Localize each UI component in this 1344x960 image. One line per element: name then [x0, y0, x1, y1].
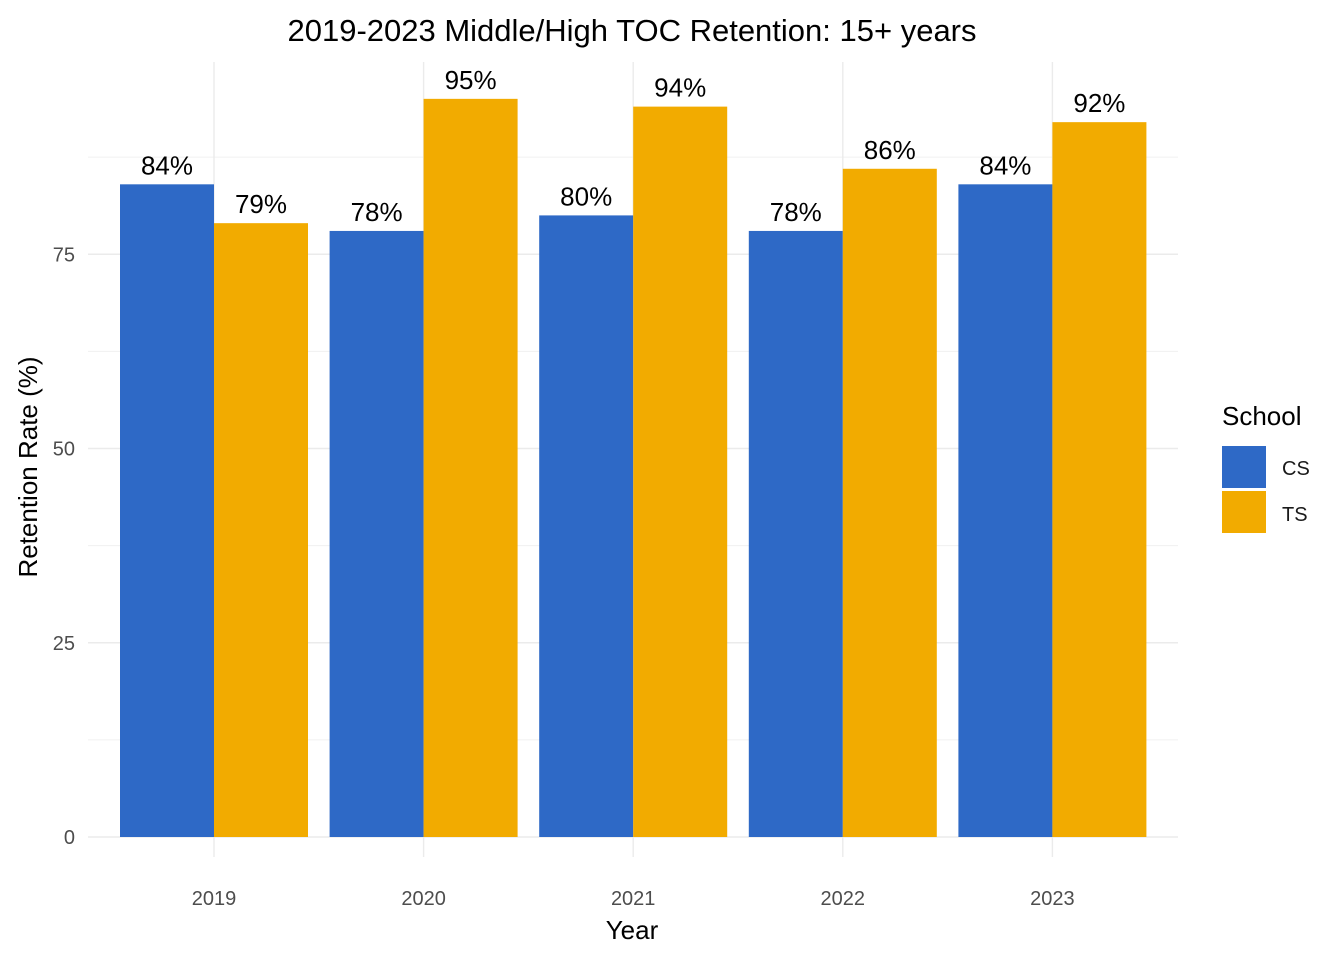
bar-label-cs-2022: 78% [770, 197, 822, 227]
legend-label-cs: CS [1282, 458, 1310, 480]
bar-label-cs-2019: 84% [141, 150, 193, 180]
bar-ts-2021 [633, 106, 728, 838]
bar-label-ts-2020: 95% [445, 65, 497, 95]
bar-cs-2022 [748, 230, 843, 837]
chart-title: 2019-2023 Middle/High TOC Retention: 15+… [287, 13, 976, 48]
y-axis-title: Retention Rate (%) [13, 356, 43, 577]
y-tick-label: 50 [53, 439, 75, 461]
x-tick-label: 2020 [401, 888, 446, 910]
y-tick-label: 75 [53, 244, 75, 266]
bar-label-cs-2020: 78% [351, 197, 403, 227]
bar-label-ts-2023: 92% [1073, 88, 1125, 118]
y-tick-label: 0 [64, 827, 75, 849]
bar-label-ts-2022: 86% [864, 135, 916, 165]
bar-ts-2023 [1052, 122, 1147, 837]
bar-cs-2023 [958, 184, 1053, 837]
legend: School CS TS [1222, 401, 1310, 533]
bar-cs-2019 [120, 184, 214, 837]
legend-swatch-cs [1222, 446, 1266, 488]
bar-label-ts-2019: 79% [235, 189, 287, 219]
bar-label-cs-2023: 84% [979, 150, 1031, 180]
legend-label-ts: TS [1282, 504, 1308, 526]
bars [120, 98, 1147, 838]
bar-ts-2020 [423, 98, 518, 838]
legend-title: School [1222, 401, 1302, 431]
y-axis-ticks: 0 25 50 75 [53, 244, 75, 849]
bar-cs-2020 [329, 230, 424, 837]
x-tick-label: 2019 [192, 888, 237, 910]
bar-label-cs-2021: 80% [560, 181, 612, 211]
bar-labels: 84% 79% 78% 95% 80% 94% 78% 86% 84% 92% [141, 65, 1125, 227]
x-axis-ticks: 2019 2020 2021 2022 2023 [192, 888, 1075, 910]
legend-swatch-ts [1222, 491, 1266, 533]
x-tick-label: 2023 [1030, 888, 1075, 910]
x-tick-label: 2021 [611, 888, 656, 910]
x-axis-title: Year [606, 915, 659, 945]
y-tick-label: 25 [53, 633, 75, 655]
bar-ts-2019 [214, 223, 308, 838]
bar-ts-2022 [842, 168, 937, 837]
bar-label-ts-2021: 94% [654, 73, 706, 103]
bar-cs-2021 [539, 215, 634, 837]
x-tick-label: 2022 [821, 888, 866, 910]
